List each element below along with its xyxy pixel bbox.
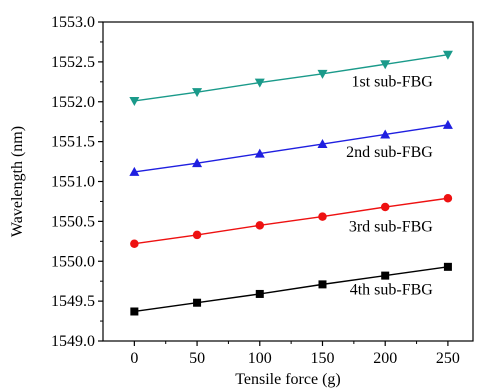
data-point [380,129,391,139]
x-tick-label: 100 [248,350,272,367]
data-point [442,119,453,129]
data-point [129,166,140,176]
data-point [380,202,390,212]
series-line [134,266,449,313]
x-axis: 0 50 100 150 200 250 [130,341,460,367]
data-point [129,96,140,106]
x-axis-title: Tensile force (g) [235,371,341,388]
x-tick-label: 150 [310,350,334,367]
y-tick-label: 1552.0 [51,94,95,111]
y-axis-title: Wavelength (nm) [9,126,26,237]
x-tick-label: 50 [189,350,205,367]
y-tick-label: 1552.5 [51,54,95,71]
y-tick-label: 1550.0 [51,253,95,270]
series-layer [129,50,453,316]
data-point [255,289,264,298]
y-tick-label: 1549.5 [51,293,95,310]
data-point [442,50,453,60]
series-label: 1st sub-FBG [352,74,434,91]
series-1 [129,50,453,106]
data-point [443,193,453,203]
y-axis: 1549.0 1549.5 1550.0 1550.5 1551.0 1551.5 1552… [51,14,103,350]
y-tick-label: 1553.0 [51,14,95,31]
series-label: 4th sub-FBG [350,282,434,299]
series-4 [130,262,452,316]
data-point [192,158,203,168]
series-label: 3rd sub-FBG [349,219,433,236]
data-point [130,239,139,248]
data-point [317,139,328,149]
data-point [318,280,327,289]
data-point [317,69,328,79]
series-line [134,197,449,245]
data-point [254,148,265,158]
series-3 [130,193,453,248]
data-point [443,262,452,271]
series-line [134,124,449,173]
series-line [134,54,449,102]
series-labels: 1st sub-FBG 2nd sub-FBG 3rd sub-FBG 4th sub… [346,74,433,299]
data-point [254,78,265,88]
data-point [380,60,391,70]
series-2 [129,119,453,176]
y-tick-label: 1550.5 [51,213,95,230]
y-tick-label: 1551.0 [51,174,95,191]
data-point [381,271,390,280]
data-point [192,88,203,98]
data-point [255,221,265,230]
data-point [318,212,327,221]
x-tick-label: 200 [373,350,397,367]
data-point [130,307,139,316]
x-tick-label: 0 [130,350,138,367]
data-point [193,298,202,307]
data-point [192,230,202,240]
x-tick-label: 250 [436,350,460,367]
y-tick-label: 1549.0 [51,333,95,350]
series-label: 2nd sub-FBG [346,144,433,161]
y-tick-label: 1551.5 [51,134,95,151]
